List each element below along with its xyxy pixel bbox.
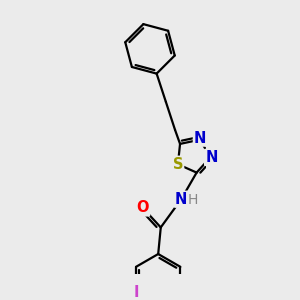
Text: N: N — [194, 130, 206, 146]
Text: H: H — [187, 193, 198, 207]
Text: N: N — [205, 150, 218, 165]
Text: O: O — [136, 200, 149, 215]
Text: S: S — [173, 157, 183, 172]
Text: I: I — [133, 285, 139, 300]
Text: N: N — [175, 192, 188, 207]
